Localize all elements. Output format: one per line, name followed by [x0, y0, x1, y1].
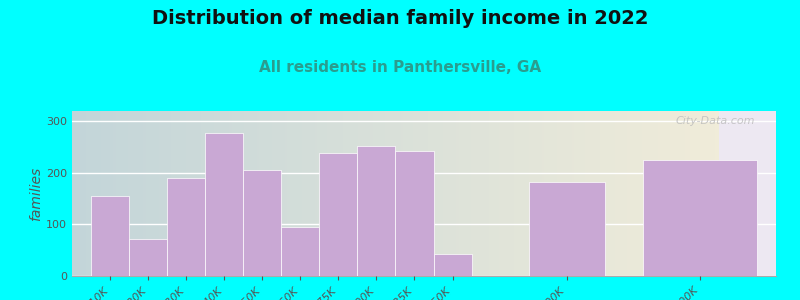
Bar [395, 151, 434, 276]
Bar [529, 182, 605, 276]
Text: City-Data.com: City-Data.com [675, 116, 755, 126]
Bar [643, 160, 757, 276]
Bar [91, 196, 129, 276]
Bar [358, 146, 395, 276]
Bar [243, 170, 282, 276]
Text: Distribution of median family income in 2022: Distribution of median family income in … [152, 9, 648, 28]
Bar [167, 178, 205, 276]
Bar [282, 227, 319, 276]
Bar [129, 239, 167, 276]
Bar [434, 254, 471, 276]
Bar [205, 133, 243, 276]
Bar [319, 153, 358, 276]
Y-axis label: families: families [30, 167, 43, 220]
Text: All residents in Panthersville, GA: All residents in Panthersville, GA [259, 60, 541, 75]
